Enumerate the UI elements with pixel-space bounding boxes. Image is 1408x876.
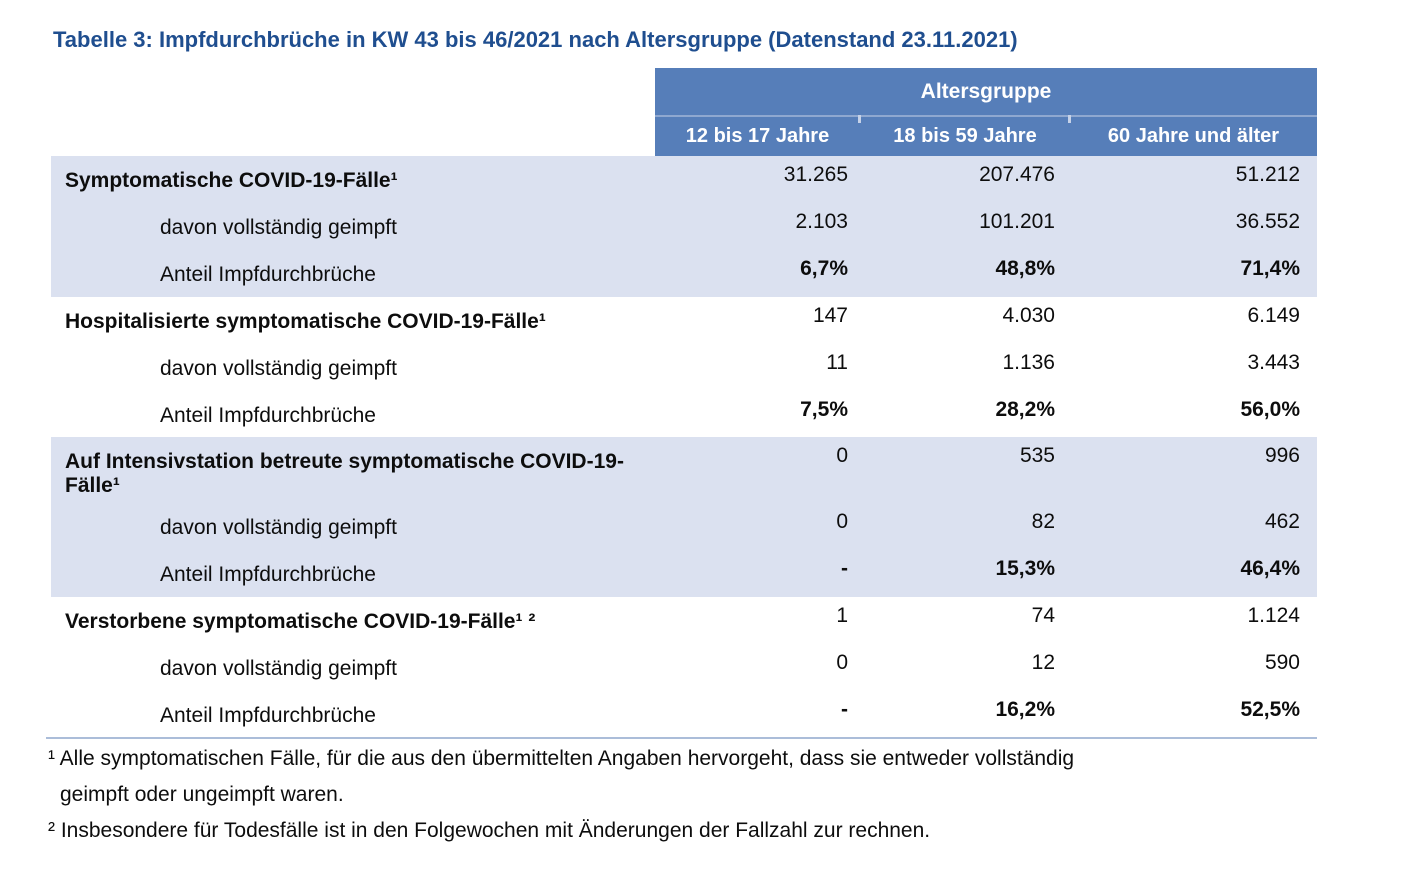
value-cell: - [655, 550, 860, 597]
value-cell: 3.443 [1247, 351, 1300, 374]
value-cell: 207.476 [860, 156, 1070, 203]
value-cell: 31.265 [655, 156, 860, 203]
group-header-altersgruppe: Altersgruppe [655, 68, 1317, 117]
row-label-breakthrough-share: Anteil Impfdurchbrüche [160, 404, 376, 427]
value-cell: 11 [826, 351, 848, 374]
value-cell: 101.201 [860, 203, 1070, 250]
header-spacer [51, 117, 655, 156]
value-cell: 52,5% [1240, 698, 1300, 721]
value-cell: 28,2% [995, 398, 1055, 421]
row-label-fully-vaccinated: davon vollständig geimpft [160, 357, 397, 380]
value-cell: - [841, 698, 848, 721]
value-cell: 6,7% [655, 250, 860, 297]
col-header-12-17: 12 bis 17 Jahre [655, 117, 860, 156]
value-cell: 74 [1031, 604, 1055, 627]
value-cell: 15,3% [860, 550, 1070, 597]
row-label-breakthrough-share: Anteil Impfdurchbrüche [51, 550, 655, 597]
breakthrough-table: Altersgruppe 12 bis 17 Jahre 18 bis 59 J… [51, 68, 1317, 737]
footnote-2: ² Insbesondere für Todesfälle ist in den… [48, 819, 931, 842]
value-cell: 147 [812, 304, 848, 327]
row-label-fully-vaccinated: davon vollständig geimpft [51, 203, 655, 250]
value-cell: 535 [860, 437, 1070, 503]
col-header-60-plus: 60 Jahre und älter [1068, 115, 1317, 156]
page-title: Tabelle 3: Impfdurchbrüche in KW 43 bis … [53, 27, 1018, 52]
section-title-symptomatic: Symptomatische COVID-19-Fälle¹ [51, 156, 655, 203]
section-title-hospitalized: Hospitalisierte symptomatische COVID-19-… [65, 310, 546, 333]
row-label-breakthrough-share: Anteil Impfdurchbrüche [51, 250, 655, 297]
footnote-1-line-1: ¹ Alle symptomatischen Fälle, für die au… [48, 747, 1075, 770]
section-title-deceased: Verstorbene symptomatische COVID-19-Fäll… [65, 610, 536, 633]
value-cell: 996 [1070, 437, 1317, 503]
value-cell: 36.552 [1070, 203, 1317, 250]
value-cell: 71,4% [1070, 250, 1317, 297]
value-cell: 2.103 [655, 203, 860, 250]
value-cell: 56,0% [1240, 398, 1300, 421]
value-cell: 0 [655, 503, 860, 550]
table-bottom-rule [46, 737, 1317, 739]
value-cell: 12 [1031, 651, 1055, 674]
value-cell: 82 [860, 503, 1070, 550]
value-cell: 1.136 [1002, 351, 1055, 374]
footnotes: ¹ Alle symptomatischen Fälle, für die au… [48, 741, 1288, 849]
row-label-fully-vaccinated: davon vollständig geimpft [51, 503, 655, 550]
value-cell: 1 [836, 604, 848, 627]
value-cell: 46,4% [1070, 550, 1317, 597]
value-cell: 462 [1070, 503, 1317, 550]
value-cell: 51.212 [1070, 156, 1317, 203]
value-cell: 7,5% [800, 398, 848, 421]
row-label-fully-vaccinated: davon vollständig geimpft [160, 657, 397, 680]
col-header-18-59: 18 bis 59 Jahre [858, 115, 1070, 156]
value-cell: 16,2% [995, 698, 1055, 721]
value-cell: 6.149 [1247, 304, 1300, 327]
value-cell: 0 [836, 651, 848, 674]
value-cell: 48,8% [860, 250, 1070, 297]
value-cell: 590 [1264, 651, 1300, 674]
value-cell: 0 [655, 437, 860, 503]
footnote-1-line-2: geimpft oder ungeimpft waren. [60, 783, 344, 806]
header-spacer [51, 68, 655, 117]
section-title-icu: Auf Intensivstation betreute symptomatis… [51, 437, 655, 503]
row-label-breakthrough-share: Anteil Impfdurchbrüche [160, 704, 376, 727]
value-cell: 4.030 [1002, 304, 1055, 327]
value-cell: 1.124 [1247, 604, 1300, 627]
